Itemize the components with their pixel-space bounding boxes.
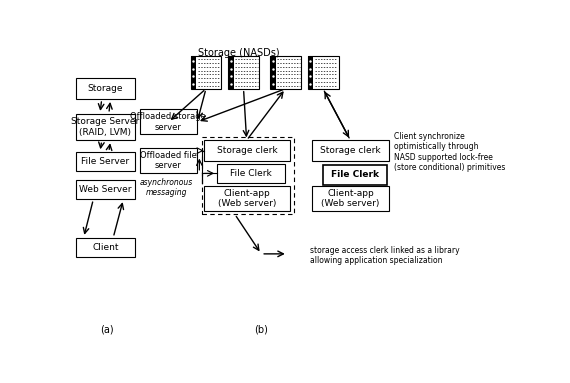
Text: File Clerk: File Clerk bbox=[230, 169, 272, 178]
FancyBboxPatch shape bbox=[308, 56, 314, 89]
FancyBboxPatch shape bbox=[190, 56, 222, 89]
FancyBboxPatch shape bbox=[76, 152, 135, 171]
Text: Offloaded storage
server: Offloaded storage server bbox=[131, 112, 206, 132]
FancyBboxPatch shape bbox=[204, 140, 290, 161]
Text: asynchronous
messaging: asynchronous messaging bbox=[140, 178, 193, 197]
Text: storage access clerk linked as a library
allowing application specialization: storage access clerk linked as a library… bbox=[310, 246, 459, 265]
Text: Client-app
(Web server): Client-app (Web server) bbox=[321, 189, 380, 208]
FancyBboxPatch shape bbox=[217, 164, 286, 183]
Text: Web Server: Web Server bbox=[79, 185, 132, 194]
Text: Client-app
(Web server): Client-app (Web server) bbox=[218, 189, 276, 208]
FancyBboxPatch shape bbox=[76, 237, 135, 257]
Text: File Server: File Server bbox=[82, 157, 129, 166]
FancyBboxPatch shape bbox=[202, 137, 294, 214]
FancyBboxPatch shape bbox=[312, 140, 389, 161]
FancyBboxPatch shape bbox=[190, 56, 196, 89]
Text: Storage (NASDs): Storage (NASDs) bbox=[198, 48, 280, 58]
Text: Storage clerk: Storage clerk bbox=[320, 146, 381, 155]
FancyBboxPatch shape bbox=[76, 79, 135, 99]
FancyBboxPatch shape bbox=[76, 114, 135, 140]
Text: Client synchronize
optimistically through
NASD supported lock-free
(store condit: Client synchronize optimistically throug… bbox=[394, 132, 505, 172]
Text: Storage Server
(RAID, LVM): Storage Server (RAID, LVM) bbox=[71, 117, 140, 137]
Text: Storage: Storage bbox=[88, 84, 123, 93]
FancyBboxPatch shape bbox=[228, 56, 259, 89]
FancyBboxPatch shape bbox=[270, 56, 301, 89]
FancyBboxPatch shape bbox=[312, 186, 389, 211]
Text: File Clerk: File Clerk bbox=[331, 170, 379, 180]
FancyBboxPatch shape bbox=[140, 110, 197, 134]
FancyBboxPatch shape bbox=[204, 186, 290, 211]
FancyBboxPatch shape bbox=[308, 56, 339, 89]
Text: (a): (a) bbox=[100, 324, 113, 334]
FancyBboxPatch shape bbox=[270, 56, 276, 89]
Text: Offloaded file
server: Offloaded file server bbox=[140, 151, 197, 170]
FancyBboxPatch shape bbox=[323, 165, 387, 185]
FancyBboxPatch shape bbox=[76, 180, 135, 199]
Text: Client: Client bbox=[92, 243, 119, 252]
FancyBboxPatch shape bbox=[140, 148, 197, 173]
FancyBboxPatch shape bbox=[228, 56, 234, 89]
Text: Storage clerk: Storage clerk bbox=[217, 146, 277, 155]
Text: (b): (b) bbox=[254, 324, 268, 334]
